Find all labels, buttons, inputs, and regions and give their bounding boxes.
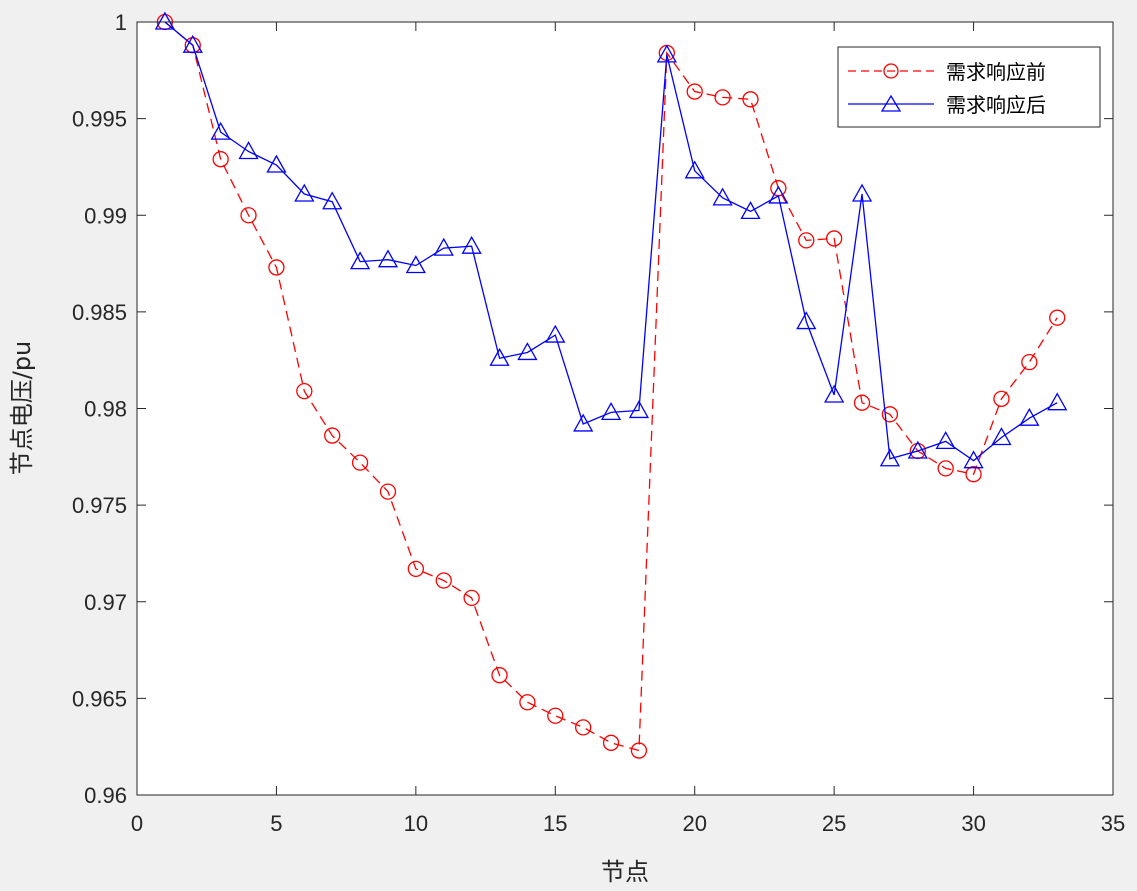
ticks-layer: 0 5 10 15 20 25 30 35 0.96 0.965 0.97 0.975 0.98 0.98… [72,10,1125,836]
legend-marker-after [880,94,902,112]
data-point [182,34,203,53]
data-point [656,44,677,63]
data-point [294,183,315,202]
data-point [853,394,871,411]
data-point [461,235,482,254]
legend-label-before: 需求响应前 [946,60,1046,84]
data-point [349,251,371,270]
series-after [154,11,1068,469]
data-point [1021,353,1038,371]
data-point [963,450,984,469]
y-tick-label: 0.96 [84,783,127,808]
data-point [405,255,426,274]
x-tick-label: 15 [543,811,567,836]
data-point [712,187,733,206]
data-point [879,448,901,467]
data-point [630,742,648,759]
data-point [881,406,899,423]
legend-label-after: 需求响应后 [946,93,1046,117]
y-tick-label: 0.97 [84,590,127,615]
y-tick-label: 0.965 [72,686,127,711]
legend: 需求响应前 需求响应后 [837,46,1101,128]
x-tick-label: 5 [270,811,282,836]
data-point [907,440,928,459]
data-point [993,390,1010,407]
y-tick-label: 0.98 [84,397,127,422]
y-tick-label: 0.99 [84,203,127,228]
y-tick-label: 0.995 [72,107,127,132]
data-point [433,237,454,256]
data-point [575,719,592,736]
y-axis-label: 节点电压/pu [8,341,36,476]
data-point [377,249,399,268]
data-point [435,572,452,589]
data-point [991,427,1012,446]
legend-marker-before [883,63,899,79]
x-axis-label: 节点 [601,858,649,886]
y-tick-label: 0.985 [72,300,127,325]
y-tick-label: 0.975 [72,493,127,518]
x-tick-label: 35 [1101,811,1125,836]
data-point [351,454,369,471]
data-point [489,347,510,366]
data-point [684,160,705,179]
data-point [491,667,508,684]
y-tick-label: 1 [115,10,127,35]
data-point [714,89,731,106]
x-tick-label: 10 [404,811,428,836]
data-point [600,402,622,421]
data-point [212,151,229,168]
data-point [519,694,536,711]
data-point [1047,392,1068,411]
data-point [824,384,845,403]
x-tick-label: 30 [961,811,985,836]
data-point [935,431,956,450]
data-point [296,382,313,400]
data-point [602,734,620,751]
x-tick-label: 25 [822,811,846,836]
data-point [463,589,480,607]
data-point [851,183,873,202]
data-point [210,121,231,140]
plot-area [137,22,1113,795]
x-tick-label: 0 [131,811,143,836]
data-point [238,141,259,160]
data-point [1019,407,1040,426]
data-point [742,91,759,108]
data-point [573,413,594,432]
series-line [164,21,1058,752]
series-layer [154,11,1068,759]
legend-box [837,46,1101,128]
data-point [628,400,650,419]
data-point [686,83,703,100]
data-point [268,259,285,276]
data-point [547,707,564,724]
data-point [322,191,343,210]
data-point [240,207,257,224]
data-point [1049,309,1066,326]
data-point [740,201,761,220]
data-point [154,11,175,30]
data-point [324,427,341,444]
series-line [164,21,1058,462]
data-point [796,311,817,330]
data-point [517,342,538,361]
data-point [798,232,815,249]
data-point [379,483,397,500]
x-tick-label: 20 [682,811,706,836]
data-point [965,466,982,483]
data-point [825,230,843,247]
data-point [545,324,566,343]
data-point [768,185,789,204]
data-point [407,560,425,578]
data-point [937,460,954,477]
data-point [266,154,287,173]
